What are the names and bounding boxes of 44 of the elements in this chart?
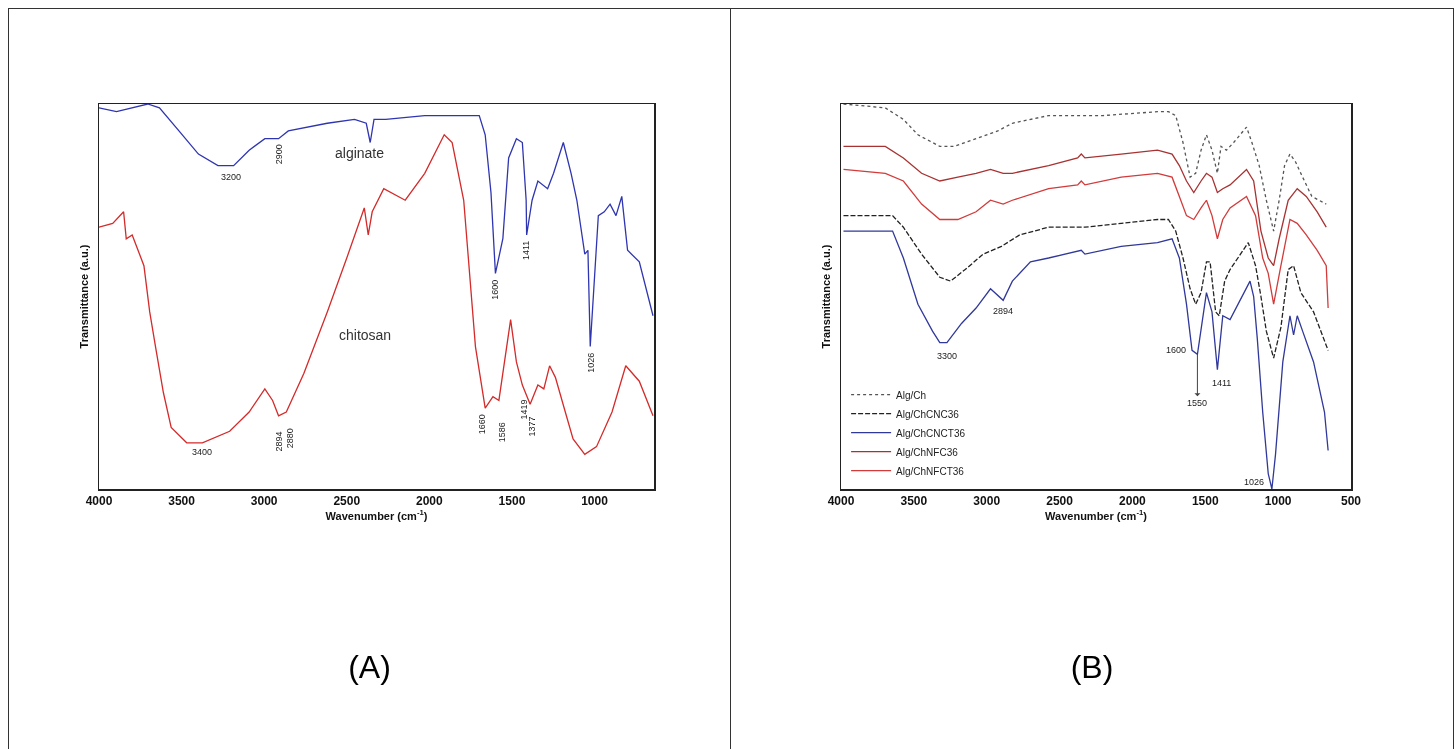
x-tick-label: 3000 [250,493,278,508]
legend-label: Alg/ChCNCT36 [896,427,966,439]
annotation: 3200 [221,172,242,182]
annotation: 1600 [490,279,501,300]
annotation: 1026 [585,352,596,373]
annotation: 1411 [1212,378,1232,388]
annotation: 1586 [497,422,508,443]
y-axis-title: Transmittance (a.u.) [78,244,91,349]
annotation: 1660 [477,414,488,435]
x-tick-label: 4000 [85,493,113,508]
x-tick-label: 1500 [498,493,526,508]
annotation: 1411 [521,240,532,261]
x-tick-label: 2000 [416,493,444,508]
x-tick-label: 3500 [168,493,196,508]
annotation: 1600 [1166,345,1187,355]
x-tick-label: 1000 [581,493,609,508]
y-axis-title: Transmittance (a.u.) [820,244,833,349]
x-axis-title: Wavenumber (cm$^{-1}$) [1045,507,1148,522]
annotation: 1026 [1244,477,1265,487]
x-tick-label: 1500 [1191,493,1219,508]
x-tick-label: 3500 [900,493,928,508]
x-tick-label: 2500 [1046,493,1074,508]
legend-label: Alg/ChNFC36 [896,446,959,458]
annotation: 2900 [273,144,284,165]
text: (B) [1069,649,1115,686]
x-tick-label: 3000 [973,493,1001,508]
text: (A) [347,649,392,686]
x-tick-label: 4000 [827,493,855,508]
series-label: alginate [335,145,385,161]
annotation: 1550 [1187,398,1208,408]
x-tick-label: 500 [1340,493,1362,508]
x-axis-title: Wavenumber (cm$^{-1}$) [325,507,428,522]
x-tick-label: 1000 [1264,493,1292,508]
legend-label: Alg/ChCNC36 [896,408,960,420]
annotation: 2894 [273,431,284,452]
legend-label: Alg/ChNFCT36 [896,465,965,477]
legend-label: Alg/Ch [896,389,927,401]
x-tick-label: 2000 [1119,493,1147,508]
annotation: 3300 [937,351,958,361]
x-tick-label: 2500 [333,493,361,508]
annotation: 3400 [192,447,213,457]
annotation: 2880 [285,428,296,449]
series-label: chitosan [339,327,392,343]
annotation: 2894 [993,306,1014,316]
